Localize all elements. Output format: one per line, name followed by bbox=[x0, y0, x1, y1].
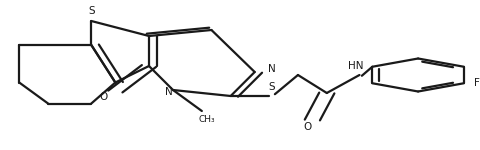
Text: N: N bbox=[267, 64, 275, 74]
Text: S: S bbox=[268, 82, 274, 92]
Text: O: O bbox=[99, 93, 107, 102]
Text: HN: HN bbox=[347, 61, 362, 71]
Text: O: O bbox=[303, 123, 311, 132]
Text: S: S bbox=[88, 6, 95, 16]
Text: F: F bbox=[473, 78, 479, 88]
Text: N: N bbox=[165, 87, 173, 97]
Text: CH₃: CH₃ bbox=[198, 115, 215, 124]
